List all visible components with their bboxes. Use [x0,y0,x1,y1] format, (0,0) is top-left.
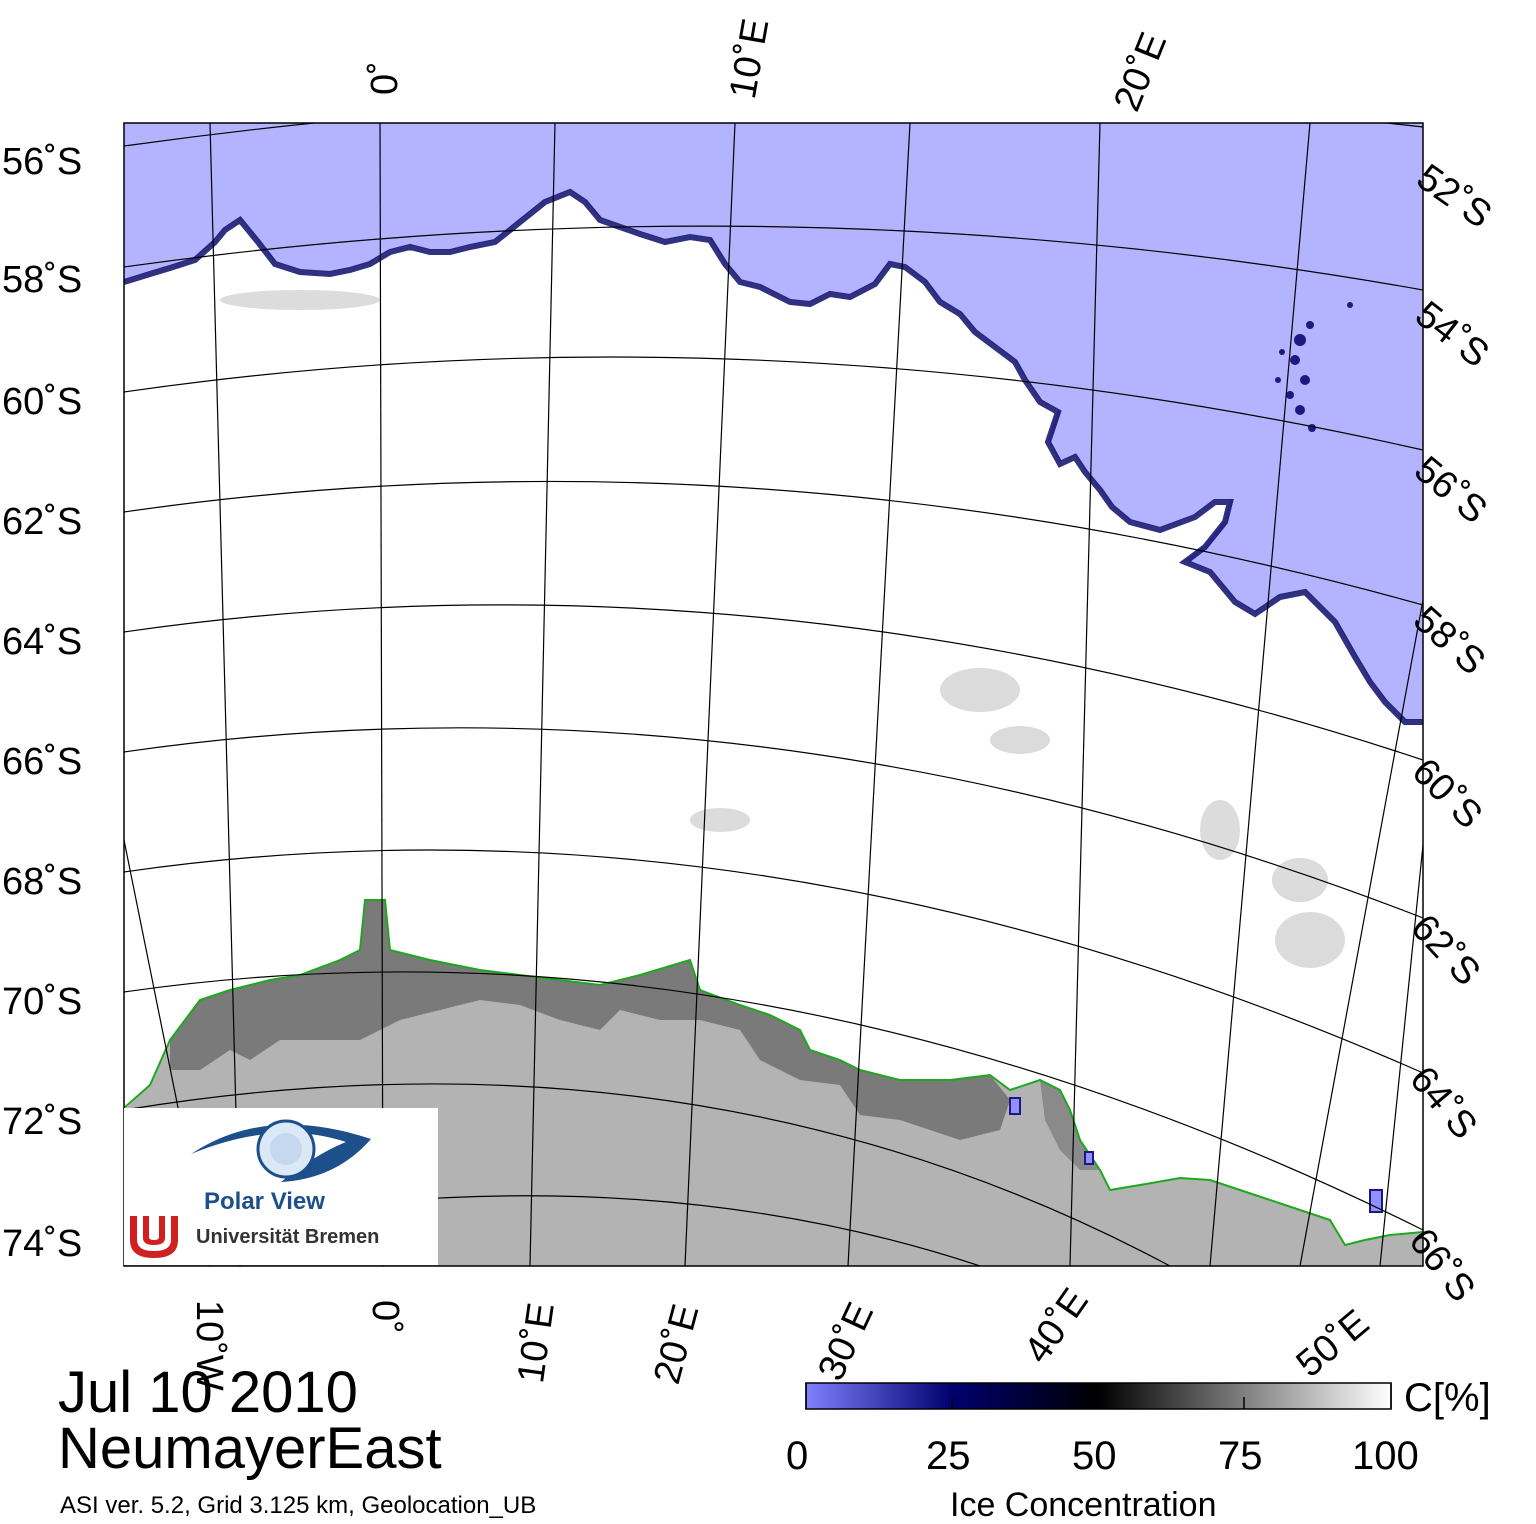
lon-label: 0˚ [364,1300,406,1334]
lat-label: 72˚S [2,1101,83,1143]
graticule [124,123,1423,1266]
ice-floes [1275,302,1353,432]
open-water [124,123,1423,720]
colorbar-tick-label: 0 [786,1434,809,1478]
university-seal-icon [130,1216,178,1258]
lat-label: 66˚S [2,741,83,783]
lat-label: 68˚S [2,861,83,903]
map-footer: ASI ver. 5.2, Grid 3.125 km, Geolocation… [60,1492,537,1519]
lat-label: 62˚S [2,501,83,543]
map-date: Jul 10 2010 [58,1360,358,1425]
eye-icon [191,1119,371,1182]
lon-label: 0˚ [364,61,406,95]
lat-label: 70˚S [2,981,83,1023]
colorbar-tick-label: 100 [1352,1434,1419,1478]
ice-edge [124,188,1423,725]
logo-title: Polar View [204,1188,325,1215]
map-region: NeumayerEast [58,1416,442,1481]
lat-label: 74˚S [2,1223,83,1265]
colorbar-tick-label: 25 [926,1434,971,1478]
colorbar-tick-label: 75 [1218,1434,1263,1478]
lat-label: 58˚S [2,259,83,301]
ice-texture [220,290,1345,968]
colorbar-tick-label: 50 [1072,1434,1117,1478]
colorbar-ticks [805,1383,1392,1409]
logo-org: Universität Bremen [196,1226,380,1248]
colorbar-unit: C[%] [1404,1376,1491,1420]
lat-label: 60˚S [2,381,83,423]
lat-label: 64˚S [2,621,83,663]
lat-label: 56˚S [2,141,83,183]
ice-shelf [170,900,1010,1140]
polynyas [1009,1097,1383,1213]
coastline [124,899,1423,1247]
colorbar-title: Ice Concentration [950,1486,1217,1524]
map-border [123,122,1424,1267]
polar-view-logo: Polar View Universität Bremen [124,1108,438,1265]
